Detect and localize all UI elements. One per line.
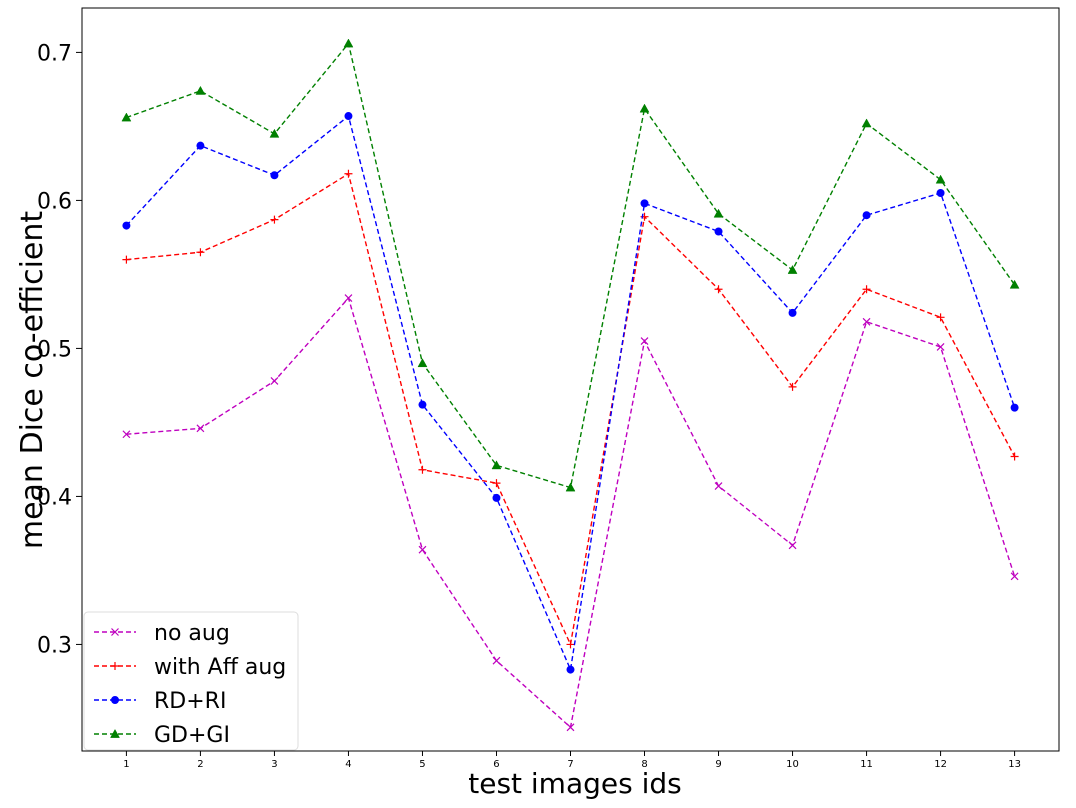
data-point xyxy=(936,313,945,322)
x-tick-label: 13 xyxy=(1008,759,1021,770)
data-point xyxy=(862,317,871,326)
legend-item: GD+GI xyxy=(94,723,230,748)
y-axis: 0.3 0.4 0.5 0.6 0.7 xyxy=(37,41,82,658)
series-3 xyxy=(121,38,1020,492)
x-tick-label: 8 xyxy=(641,759,647,770)
data-point xyxy=(1010,572,1019,581)
data-point xyxy=(788,541,797,550)
y-tick-label: 0.6 xyxy=(37,189,72,214)
x-tick-label: 7 xyxy=(567,759,573,770)
legend-item: with Aff aug xyxy=(94,655,286,680)
data-point xyxy=(491,460,502,470)
y-tick-label: 0.3 xyxy=(37,633,72,658)
data-point xyxy=(270,171,279,180)
data-point xyxy=(196,141,205,150)
data-point xyxy=(343,38,354,48)
data-point xyxy=(122,430,131,439)
y-tick-label: 0.5 xyxy=(37,337,72,362)
data-point xyxy=(714,285,723,294)
x-tick-label: 3 xyxy=(271,759,277,770)
data-point xyxy=(713,208,724,218)
data-point xyxy=(640,337,649,345)
data-point xyxy=(344,112,353,121)
legend-label: GD+GI xyxy=(154,723,230,748)
data-point xyxy=(344,169,353,178)
x-tick-label: 9 xyxy=(715,759,721,770)
data-point xyxy=(492,493,501,502)
series-layer xyxy=(121,38,1020,732)
legend-marker xyxy=(110,728,120,738)
data-point xyxy=(787,264,798,274)
x-tick-label: 2 xyxy=(197,759,203,770)
data-point xyxy=(418,400,427,409)
data-point xyxy=(788,308,797,317)
legend-label: RD+RI xyxy=(154,689,226,714)
legend-marker xyxy=(111,628,119,636)
data-point xyxy=(566,723,575,732)
y-tick-label: 0.7 xyxy=(37,41,72,66)
x-tick-label: 10 xyxy=(786,759,799,770)
data-point xyxy=(417,358,428,368)
y-tick-label: 0.4 xyxy=(37,485,72,510)
data-point xyxy=(714,227,723,236)
x-axis-label: test images ids xyxy=(468,767,682,800)
y-axis-label: mean Dice co-efficient xyxy=(15,211,50,550)
x-tick-label: 4 xyxy=(345,759,351,770)
data-point xyxy=(640,199,649,208)
data-point xyxy=(270,215,279,224)
legend-item: RD+RI xyxy=(94,689,226,714)
x-tick-label: 6 xyxy=(493,759,499,770)
data-point xyxy=(195,85,206,95)
data-point xyxy=(269,128,280,138)
series-1 xyxy=(122,169,1019,649)
data-point xyxy=(1010,452,1019,461)
data-point xyxy=(714,482,723,490)
series-2 xyxy=(122,112,1019,674)
legend: no aug with Aff aug RD+RI GD+GI xyxy=(83,611,299,751)
legend-marker xyxy=(111,662,119,670)
x-tick-label: 1 xyxy=(123,759,129,770)
data-point xyxy=(196,248,205,257)
data-point xyxy=(1010,403,1019,412)
x-tick-label: 5 xyxy=(419,759,425,770)
data-point xyxy=(196,424,205,433)
data-point xyxy=(935,174,946,184)
legend-item: no aug xyxy=(94,621,230,646)
data-point xyxy=(566,640,575,649)
legend-marker xyxy=(111,696,119,704)
data-point xyxy=(1009,279,1020,289)
data-point xyxy=(492,656,501,665)
data-point xyxy=(492,479,501,488)
data-point xyxy=(861,118,872,128)
data-point xyxy=(344,294,353,303)
data-point xyxy=(566,665,575,674)
x-axis: 1 2 3 4 5 6 7 8 9 10 11 12 13 xyxy=(123,751,1021,770)
series-0 xyxy=(122,294,1019,732)
data-point xyxy=(122,255,131,264)
data-point xyxy=(936,343,945,351)
data-point xyxy=(121,112,132,122)
x-tick-label: 12 xyxy=(934,759,947,770)
legend-label: with Aff aug xyxy=(154,655,286,680)
legend-box xyxy=(83,611,299,751)
data-point xyxy=(862,285,871,294)
data-point xyxy=(862,211,871,220)
data-point xyxy=(565,482,576,492)
data-point xyxy=(270,377,279,385)
data-point xyxy=(639,103,650,113)
data-point xyxy=(122,221,131,230)
x-tick-label: 11 xyxy=(860,759,873,770)
data-point xyxy=(418,465,427,474)
data-point xyxy=(418,545,427,554)
legend-label: no aug xyxy=(154,621,230,646)
data-point xyxy=(788,382,797,391)
data-point xyxy=(936,189,945,198)
